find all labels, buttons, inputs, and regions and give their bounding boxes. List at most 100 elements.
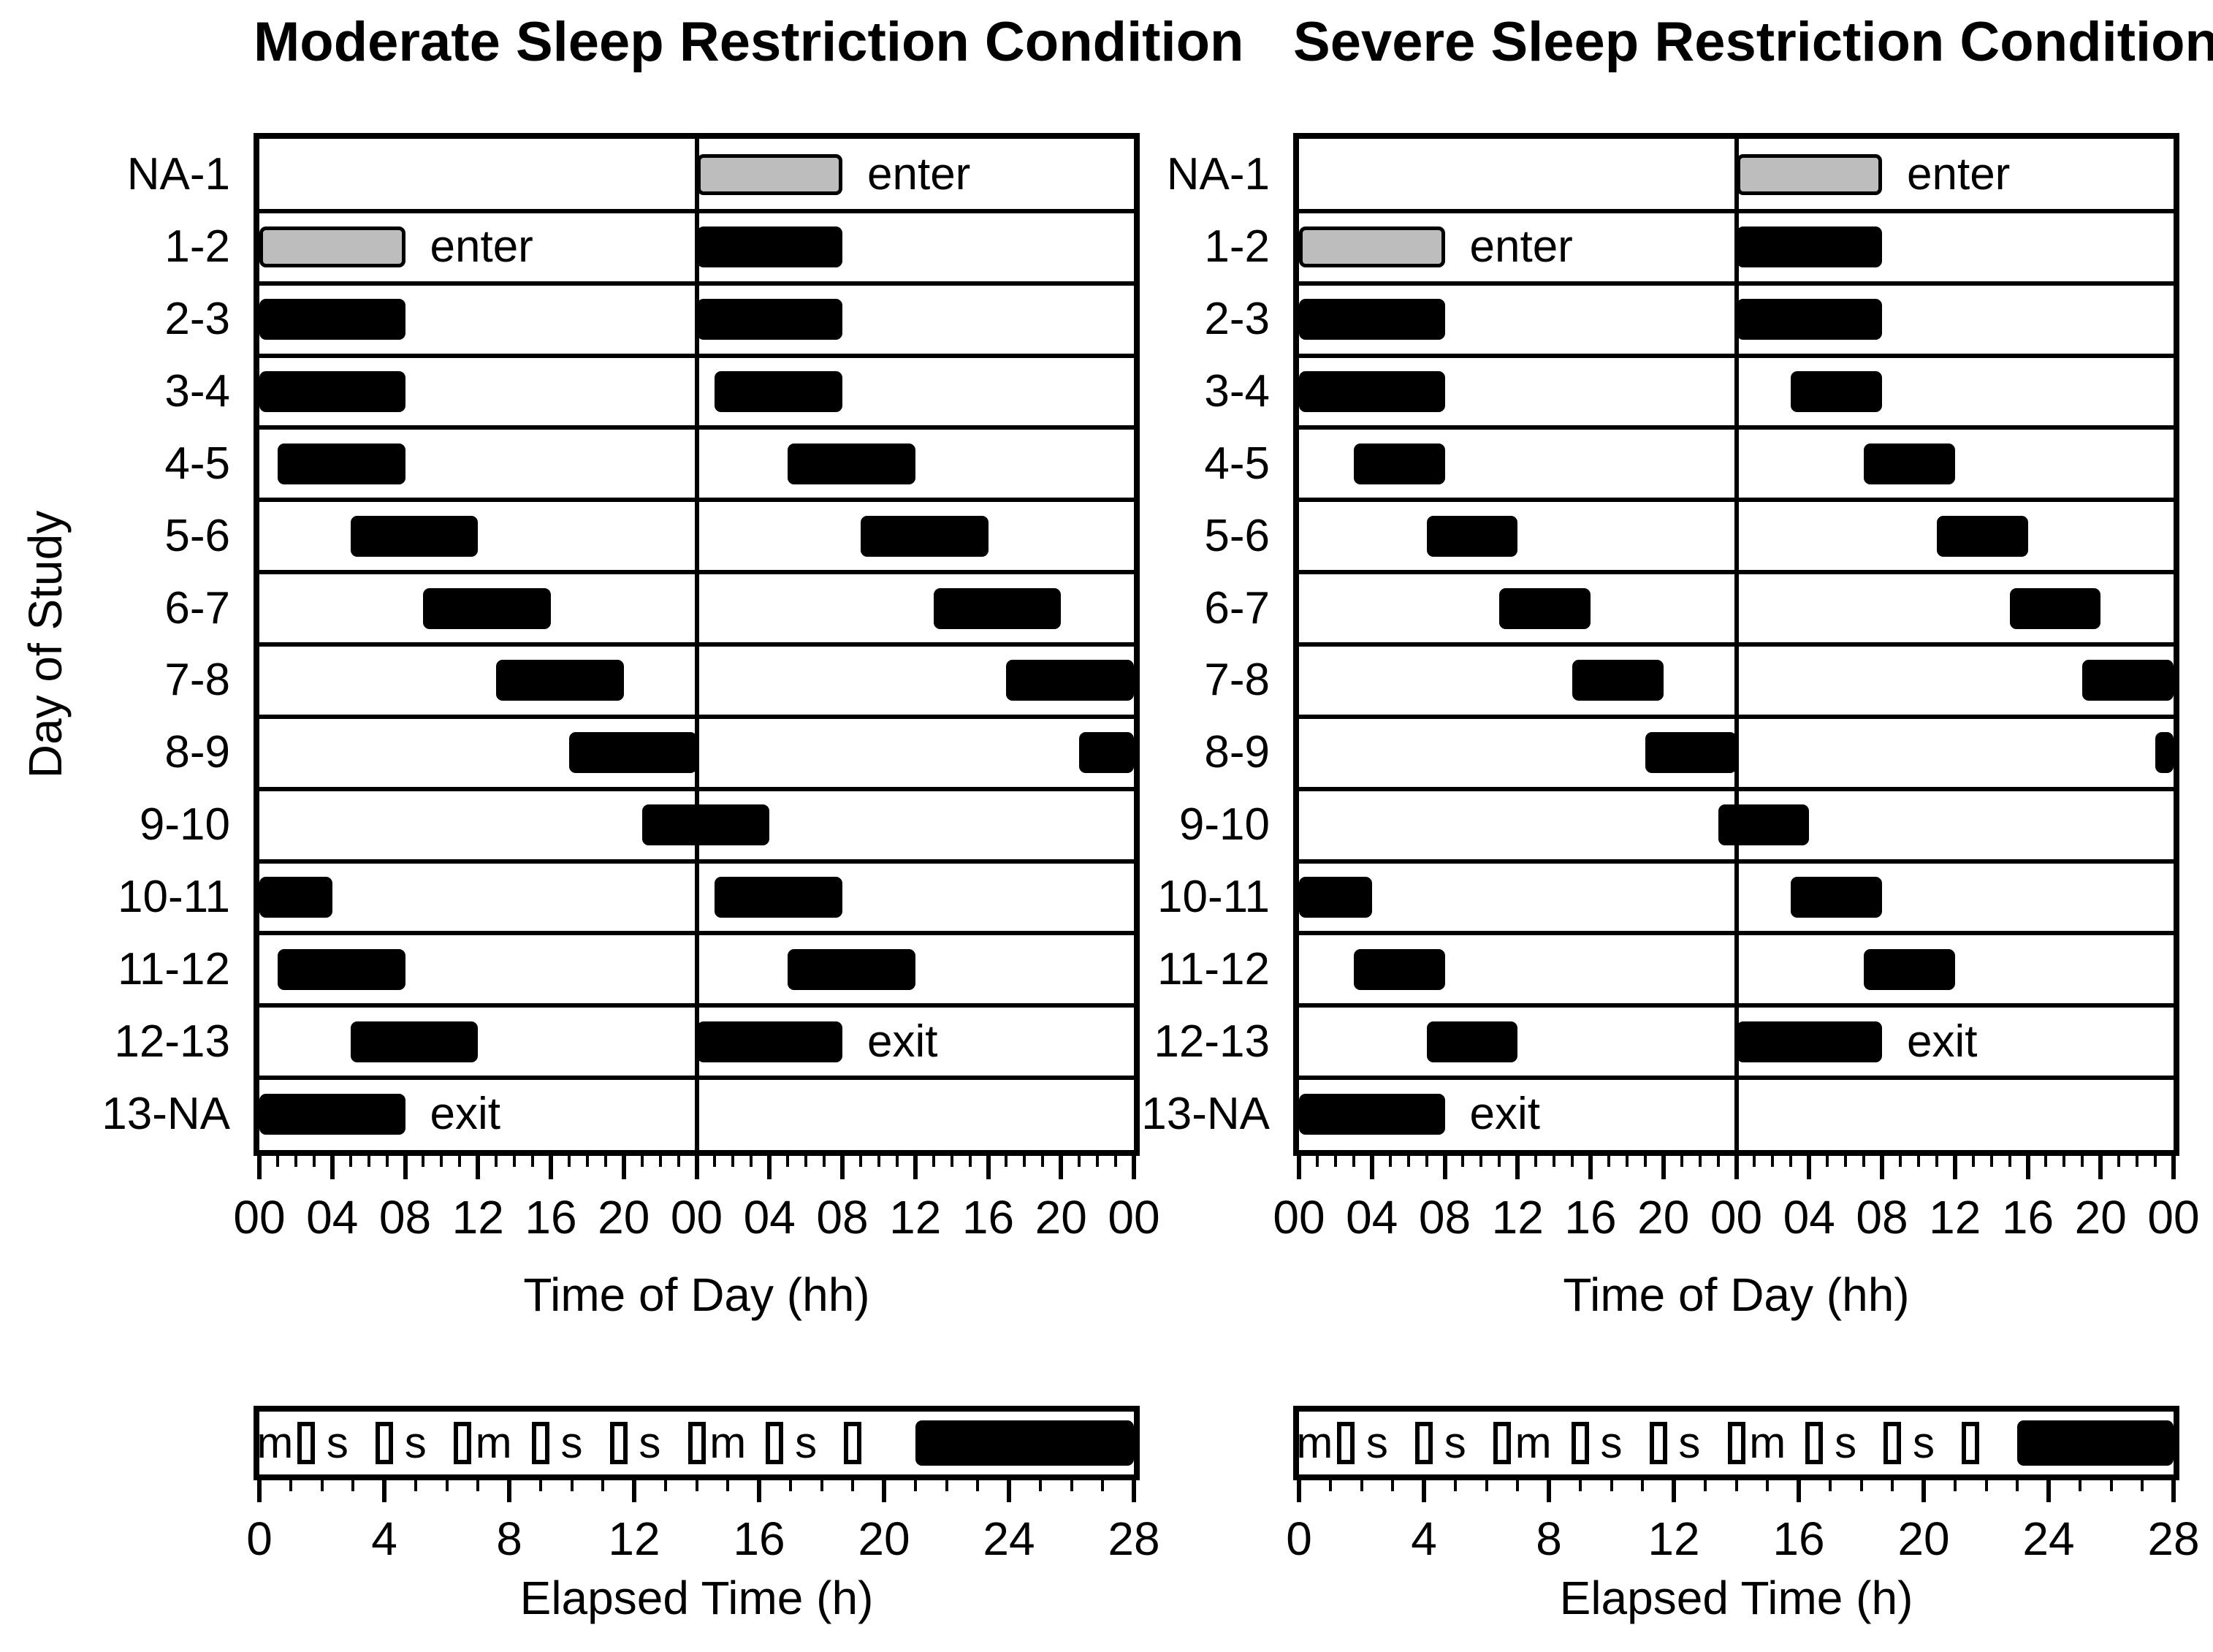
sleep-episode-bar — [1936, 515, 2028, 557]
marker-box-icon — [609, 1422, 628, 1464]
sleep-episode-bar — [423, 587, 551, 629]
x-tick-major — [1588, 1156, 1593, 1179]
elapsed-tick-minor — [1038, 1480, 1042, 1491]
x-tick-label: 00 — [1710, 1191, 1763, 1244]
marker-s: s — [639, 1418, 661, 1467]
elapsed-tick-minor — [945, 1480, 948, 1491]
marker-m: m — [1515, 1418, 1552, 1467]
day-label-NA-1: NA-1 — [1166, 149, 1270, 200]
sleep-episode-bar — [1353, 443, 1445, 484]
x-tick-minor — [1771, 1156, 1775, 1167]
marker-box-icon — [1883, 1422, 1902, 1464]
x-tick-minor — [1625, 1156, 1629, 1167]
row-divider — [1299, 714, 2174, 719]
x-tick-minor — [968, 1156, 972, 1167]
sleep-episode-bar — [259, 1093, 405, 1135]
elapsed-axis-title-moderate: Elapsed Time (h) — [519, 1572, 874, 1624]
x-tick-label: 16 — [1564, 1191, 1617, 1244]
raster-panel-moderate: enter enter exit exit — [254, 133, 1140, 1156]
day-label-9-10: 9-10 — [139, 799, 230, 850]
x-tick-label: 04 — [1783, 1191, 1835, 1244]
x-tick-label: 00 — [1273, 1191, 1325, 1244]
marker-box-icon — [687, 1422, 706, 1464]
elapsed-tick-major — [632, 1480, 636, 1502]
elapsed-tick-major — [382, 1480, 386, 1502]
x-tick-minor — [1333, 1156, 1337, 1167]
x-tick-minor — [895, 1156, 899, 1167]
sleep-episode-bar — [1006, 660, 1134, 701]
row-divider — [1299, 498, 2174, 503]
x-tick-minor — [1553, 1156, 1556, 1167]
marker-box-icon — [1805, 1422, 1824, 1464]
row-divider — [259, 931, 1134, 936]
elapsed-tick-minor — [695, 1480, 698, 1491]
day-label-5-6: 5-6 — [1204, 510, 1270, 561]
x-tick-minor — [275, 1156, 279, 1167]
x-tick-label: 20 — [1637, 1191, 1690, 1244]
elapsed-tick-major — [2046, 1480, 2051, 1502]
row-divider — [259, 642, 1134, 647]
row-divider — [259, 425, 1134, 430]
x-tick-minor — [1916, 1156, 1920, 1167]
x-tick-label: 16 — [2001, 1191, 2054, 1244]
elapsed-tick-major — [882, 1480, 886, 1502]
row-divider — [1299, 570, 2174, 575]
elapsed-severe-border-right — [2174, 1406, 2179, 1480]
row-divider — [259, 859, 1134, 864]
x-tick-minor — [1680, 1156, 1683, 1167]
sleep-episode-bar — [860, 515, 989, 557]
x-tick-label: 04 — [306, 1191, 359, 1244]
elapsed-severe-border-bottom — [1293, 1474, 2179, 1480]
sleep-episode-bar — [2009, 587, 2101, 629]
elapsed-tick-minor — [913, 1480, 917, 1491]
marker-s: s — [1913, 1418, 1935, 1467]
x-tick-minor — [1862, 1156, 1866, 1167]
x-tick-major — [1734, 1156, 1739, 1179]
row-divider — [1299, 931, 2174, 936]
row-divider — [1299, 208, 2174, 213]
x-tick-minor — [658, 1156, 662, 1167]
elapsed-tick-minor — [1828, 1480, 1832, 1491]
x-tick-minor — [1826, 1156, 1829, 1167]
x-tick-major — [330, 1156, 335, 1179]
day-label-10-11: 10-11 — [1157, 872, 1270, 922]
sleep-episode-bar — [1572, 660, 1664, 701]
x-tick-minor — [422, 1156, 425, 1167]
elapsed-tick-major — [1132, 1480, 1136, 1502]
x-tick-minor — [1607, 1156, 1610, 1167]
row-divider — [259, 498, 1134, 503]
elapsed-tick-major — [1672, 1480, 1676, 1502]
x-tick-label: 08 — [816, 1191, 869, 1244]
elapsed-tick-minor — [726, 1480, 730, 1491]
sleep-episode-bar — [1426, 515, 1518, 557]
marker-box-icon — [1337, 1422, 1355, 1464]
day-label-NA-1: NA-1 — [126, 149, 230, 200]
x-tick-major — [1661, 1156, 1666, 1179]
x-tick-minor — [1023, 1156, 1026, 1167]
x-tick-label: 00 — [2147, 1191, 2200, 1244]
row-divider — [259, 714, 1134, 719]
sleep-episode-bar — [259, 299, 405, 340]
x-tick-major — [2025, 1156, 2030, 1179]
day-label-8-9: 8-9 — [164, 727, 230, 778]
elapsed-tick-minor — [1070, 1480, 1073, 1491]
elapsed-tick-minor — [1391, 1480, 1395, 1491]
x-tick-minor — [367, 1156, 370, 1167]
sleep-episode-bar — [1736, 227, 1882, 268]
elapsed-tick-minor — [1453, 1480, 1457, 1491]
raster-severe-border-right — [2174, 133, 2179, 1156]
elapsed-tick-minor — [538, 1480, 542, 1491]
x-tick-minor — [1479, 1156, 1483, 1167]
x-tick-minor — [1352, 1156, 1355, 1167]
marker-box-icon — [1571, 1422, 1589, 1464]
sleep-episode-bar — [1718, 804, 1810, 846]
x-tick-label: 04 — [743, 1191, 796, 1244]
x-tick-minor — [677, 1156, 680, 1167]
x-tick-minor — [1041, 1156, 1045, 1167]
day-label-4-5: 4-5 — [1204, 438, 1270, 489]
elapsed-moderate-border-left — [254, 1406, 259, 1480]
elapsed-tick-minor — [289, 1480, 292, 1491]
x-tick-minor — [385, 1156, 389, 1167]
elapsed-tick-minor — [1734, 1480, 1738, 1491]
elapsed-tick-minor — [1485, 1480, 1488, 1491]
